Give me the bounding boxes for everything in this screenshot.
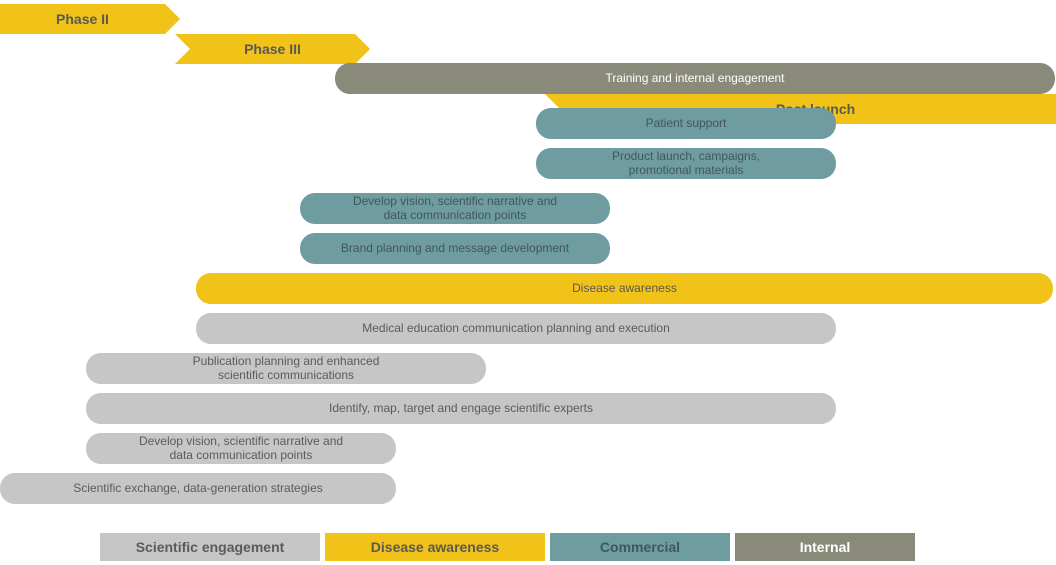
legend-label: Commercial	[600, 539, 680, 555]
bar-disease: Disease awareness	[196, 273, 1053, 304]
bar-mededu: Medical education communication planning…	[196, 313, 836, 344]
bar-label: Brand planning and message development	[341, 242, 569, 255]
bar-label: Product launch, campaigns, promotional m…	[612, 150, 760, 176]
bar-pubplan: Publication planning and enhanced scient…	[86, 353, 486, 384]
bar-training: Training and internal engagement	[335, 63, 1055, 94]
bar-vision-commercial: Develop vision, scientific narrative and…	[300, 193, 610, 224]
legend-scientific: Scientific engagement	[100, 533, 320, 561]
legend-label: Disease awareness	[371, 539, 499, 555]
bar-label: Develop vision, scientific narrative and…	[353, 195, 557, 221]
bar-patient: Patient support	[536, 108, 836, 139]
bar-label: Medical education communication planning…	[362, 322, 670, 335]
bar-brand: Brand planning and message development	[300, 233, 610, 264]
phase-label: Phase III	[244, 41, 301, 57]
legend-label: Scientific engagement	[136, 539, 285, 555]
bar-sciex: Scientific exchange, data-generation str…	[0, 473, 396, 504]
legend-disease: Disease awareness	[325, 533, 545, 561]
bar-launch: Product launch, campaigns, promotional m…	[536, 148, 836, 179]
legend-internal: Internal	[735, 533, 915, 561]
bar-label: Disease awareness	[572, 282, 677, 295]
bar-label: Identify, map, target and engage scienti…	[329, 402, 593, 415]
timeline-diagram: { "canvas":{"width":1056,"height":565,"b…	[0, 0, 1056, 565]
bar-label: Patient support	[646, 117, 727, 130]
phase-label: Phase II	[56, 11, 109, 27]
bar-label: Develop vision, scientific narrative and…	[139, 435, 343, 461]
bar-experts: Identify, map, target and engage scienti…	[86, 393, 836, 424]
bar-label: Training and internal engagement	[605, 72, 784, 85]
bar-label: Publication planning and enhanced scient…	[193, 355, 380, 381]
legend-label: Internal	[800, 539, 851, 555]
bar-vision-scientific: Develop vision, scientific narrative and…	[86, 433, 396, 464]
phase-ii: Phase II	[0, 4, 165, 34]
phase-iii: Phase III	[175, 34, 355, 64]
legend-commercial: Commercial	[550, 533, 730, 561]
bar-label: Scientific exchange, data-generation str…	[73, 482, 323, 495]
